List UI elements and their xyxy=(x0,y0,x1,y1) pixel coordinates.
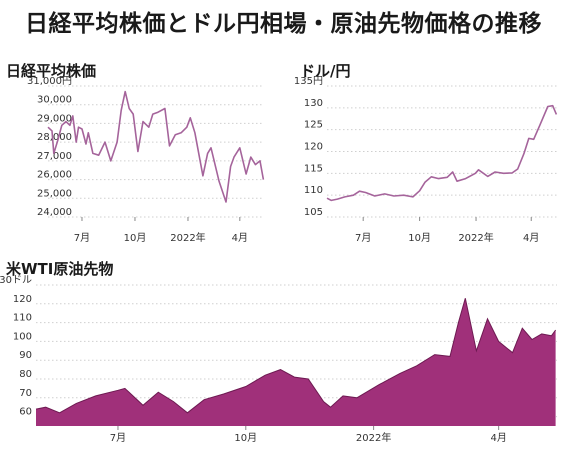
y-tick-label: 27,000 xyxy=(37,151,72,162)
y-tick-label: 31,000円 xyxy=(27,76,72,87)
series-area xyxy=(36,298,556,426)
y-tick-label: 24,000 xyxy=(37,207,72,218)
y-tick-label: 125 xyxy=(304,120,323,131)
y-tick-label: 70 xyxy=(19,388,32,399)
y-tick-label: 60 xyxy=(19,407,32,418)
x-tick-label: 7月 xyxy=(110,432,126,444)
x-tick-label: 10月 xyxy=(124,232,147,244)
x-tick-label: 2022年 xyxy=(356,431,391,444)
y-tick-label: 110 xyxy=(304,185,323,196)
usdjpy-chart: 105 110 115 120 125 130 135円 7月 10月 2022年 4月 xyxy=(294,76,558,244)
x-tick-label: 2022年 xyxy=(170,231,205,244)
y-tick-label: 120 xyxy=(304,142,323,153)
x-tick-label: 7月 xyxy=(355,232,371,244)
series-line xyxy=(47,90,265,203)
x-tick-label: 10月 xyxy=(234,432,257,444)
main-title: 日経平均株価とドル円相場・原油先物価格の推移 xyxy=(25,11,542,37)
y-tick-label: 105 xyxy=(304,207,323,218)
y-tick-label: 28,000 xyxy=(37,132,72,143)
series-line xyxy=(326,104,558,202)
nikkei-chart: 24,000 25,000 26,000 27,000 28,000 29,000 30,0… xyxy=(27,76,265,244)
y-tick-label: 120 xyxy=(13,294,32,305)
nikkei-chart-title: 日経平均株価 xyxy=(6,62,97,80)
y-tick-label: 25,000 xyxy=(37,188,72,199)
x-tick-label: 2022年 xyxy=(458,231,493,244)
y-tick-label: 130 xyxy=(304,98,323,109)
usdjpy-chart-title: ドル/円 xyxy=(300,62,351,80)
series-line xyxy=(35,298,557,414)
y-tick-label: 26,000 xyxy=(37,170,72,181)
y-tick-label: 130ドル xyxy=(0,275,32,286)
y-tick-label: 90 xyxy=(19,350,32,361)
y-tick-label: 110 xyxy=(13,313,32,324)
y-tick-label: 30,000 xyxy=(37,95,72,106)
x-tick-label: 10月 xyxy=(408,232,431,244)
y-tick-label: 115 xyxy=(304,163,323,174)
y-tick-label: 80 xyxy=(19,369,32,380)
y-tick-label: 135円 xyxy=(294,76,323,87)
wti-chart: 60 70 80 90 100 110 120 130ドル 7月 10月 2022年 4月 xyxy=(0,275,557,444)
y-tick-label: 100 xyxy=(13,331,32,342)
x-tick-label: 4月 xyxy=(523,232,539,244)
x-tick-label: 4月 xyxy=(490,432,506,444)
wti-chart-title: 米WTI原油先物 xyxy=(6,260,114,278)
y-tick-label: 29,000 xyxy=(37,113,72,124)
x-tick-label: 7月 xyxy=(74,232,90,244)
x-tick-label: 4月 xyxy=(232,232,248,244)
